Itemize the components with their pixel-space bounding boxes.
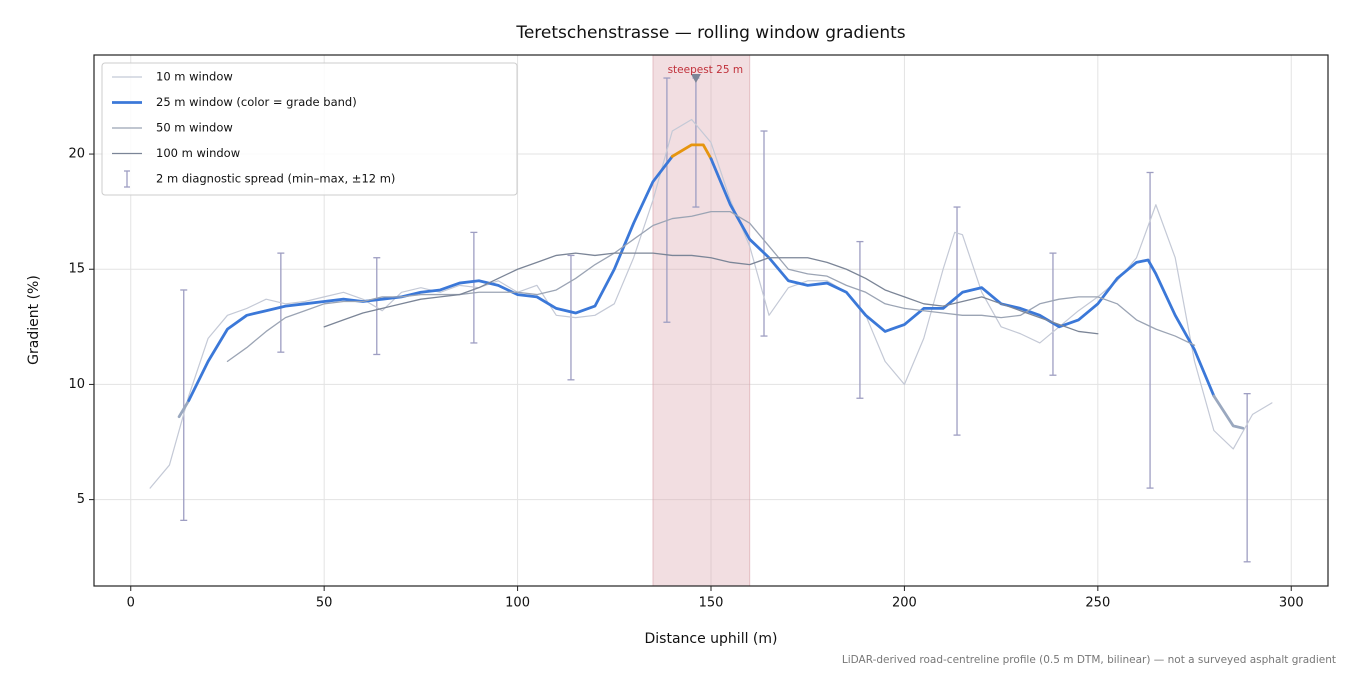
legend-label: 2 m diagnostic spread (min–max, ±12 m) [156, 172, 395, 186]
y-tick-label: 5 [77, 492, 85, 507]
error-bar [1049, 252, 1057, 376]
error-bar [760, 130, 768, 337]
x-tick-label: 100 [505, 596, 530, 611]
chart-title: Teretschenstrasse — rolling window gradi… [515, 23, 905, 43]
x-tick-label: 300 [1279, 596, 1304, 611]
x-tick-label: 150 [699, 596, 724, 611]
y-axis-label: Gradient (%) [26, 275, 42, 365]
footnote: LiDAR-derived road-centreline profile (0… [842, 654, 1336, 666]
legend-label: 10 m window [156, 70, 233, 84]
series-line [177, 399, 191, 419]
error-bar [1146, 171, 1154, 489]
error-bar [856, 240, 864, 399]
series-line [226, 211, 1196, 363]
error-bar [373, 257, 381, 356]
legend-label: 100 m window [156, 146, 240, 160]
x-axis-label: Distance uphill (m) [645, 631, 778, 647]
y-tick-label: 20 [68, 147, 85, 162]
series-line [323, 252, 1099, 335]
error-bar [180, 289, 188, 521]
legend-box [101, 62, 518, 196]
legend-label: 50 m window [156, 121, 233, 135]
x-tick-label: 250 [1085, 596, 1110, 611]
series-line [709, 157, 1216, 398]
error-bar [1243, 392, 1251, 563]
y-tick-label: 10 [68, 377, 85, 392]
error-bar [663, 77, 671, 323]
x-tick-label: 50 [316, 596, 333, 611]
series-line [670, 143, 713, 161]
x-tick-label: 0 [127, 596, 135, 611]
plot-frame [93, 54, 1329, 587]
steepest-marker [690, 74, 701, 84]
x-tick-label: 200 [892, 596, 917, 611]
annotation: steepest 25 m [668, 64, 743, 76]
legend-label: 25 m window (color = grade band) [156, 95, 357, 109]
legend-swatch [124, 170, 130, 188]
y-tick-label: 15 [68, 262, 85, 277]
series-line [149, 118, 1273, 489]
error-bar [953, 206, 961, 436]
series-line [1212, 394, 1245, 430]
series-line [187, 154, 674, 402]
